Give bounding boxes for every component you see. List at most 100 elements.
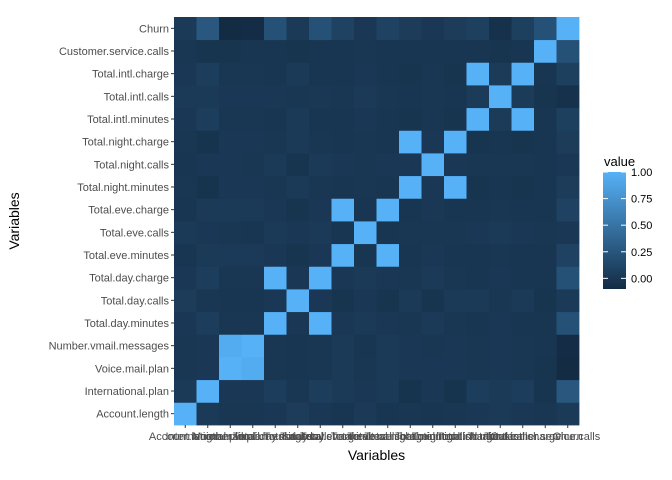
heatmap-tile: [264, 334, 287, 358]
heatmap-tile: [511, 153, 535, 177]
heatmap-tile: [196, 17, 220, 41]
y-tick-label: Total.day.charge: [89, 273, 169, 285]
heatmap-tile: [511, 334, 535, 358]
heatmap-tile: [331, 130, 355, 154]
heatmap-tile: [286, 85, 310, 109]
heatmap-tile: [286, 130, 310, 154]
heatmap-tile: [421, 266, 445, 290]
heatmap-tile: [556, 243, 580, 267]
heatmap-tile: [196, 266, 220, 290]
heatmap-tile: [511, 357, 535, 381]
heatmap-tile: [376, 266, 400, 290]
heatmap-tile: [286, 379, 310, 403]
heatmap-tile: [196, 153, 220, 177]
heatmap-tile: [331, 153, 355, 177]
heatmap-tile: [399, 243, 422, 267]
legend-tick-label: 1.00: [631, 167, 652, 179]
heatmap-tile: [511, 221, 535, 245]
heatmap-tile: [444, 62, 467, 86]
heatmap-tile: [174, 221, 197, 245]
heatmap-tile: [399, 357, 422, 381]
heatmap-tile: [421, 39, 445, 63]
x-tick-label: Churn: [553, 431, 583, 443]
heatmap-tile: [466, 62, 490, 86]
heatmap-tile: [421, 153, 445, 177]
heatmap-tile: [489, 402, 512, 426]
heatmap-tile: [399, 153, 422, 177]
heatmap-tile: [489, 107, 512, 131]
heatmap-tile: [286, 289, 310, 313]
heatmap-tile: [309, 17, 332, 41]
heatmap-tile: [196, 243, 220, 267]
heatmap-tile: [196, 379, 220, 403]
heatmap-tile: [534, 62, 557, 86]
heatmap-tile: [489, 221, 512, 245]
heatmap-tile: [421, 289, 445, 313]
heatmap-tile: [534, 221, 557, 245]
heatmap-tile: [331, 198, 355, 222]
heatmap-tile: [264, 198, 287, 222]
x-tick-label: Total.day.minutes: [233, 431, 318, 443]
heatmap-tile: [466, 379, 490, 403]
heatmap-tile: [534, 17, 557, 41]
heatmap-tile: [556, 153, 580, 177]
heatmap-tile: [376, 357, 400, 381]
y-tick-label: Customer.service.calls: [59, 46, 170, 58]
heatmap-tile: [174, 311, 197, 335]
heatmap-tile: [534, 39, 557, 63]
heatmap-tile: [219, 221, 242, 245]
heatmap-tile: [444, 402, 467, 426]
heatmap-tile: [331, 402, 355, 426]
heatmap-tile: [489, 17, 512, 41]
heatmap-tile: [511, 266, 535, 290]
heatmap-tile: [511, 107, 535, 131]
x-tick-label: International.plan: [166, 431, 250, 443]
heatmap-tile: [399, 379, 422, 403]
heatmap-tile: [511, 175, 535, 199]
heatmap-tile: [466, 17, 490, 41]
heatmap-tile: [376, 334, 400, 358]
heatmap-tile: [309, 153, 332, 177]
heatmap-tile: [219, 130, 242, 154]
heatmap-tile: [511, 402, 535, 426]
heatmap-tile: [399, 221, 422, 245]
heatmap-tile: [241, 17, 265, 41]
heatmap-tile: [376, 17, 400, 41]
heatmap-tile: [556, 198, 580, 222]
heatmap-tile: [354, 311, 377, 335]
heatmap-tile: [309, 379, 332, 403]
heatmap-tile: [241, 289, 265, 313]
heatmap-tile: [556, 357, 580, 381]
heatmap-tile: [466, 243, 490, 267]
heatmap-tile: [196, 62, 220, 86]
heatmap-tile: [196, 289, 220, 313]
heatmap-tile: [241, 85, 265, 109]
heatmap-tile: [174, 402, 197, 426]
heatmap-tile: [556, 107, 580, 131]
heatmap-tile: [331, 175, 355, 199]
heatmap-tile: [511, 130, 535, 154]
heatmap-tile: [534, 243, 557, 267]
heatmap-tile: [556, 266, 580, 290]
heatmap-tile: [331, 379, 355, 403]
heatmap-tile: [354, 357, 377, 381]
heatmap-tile: [376, 62, 400, 86]
heatmap-tile: [376, 289, 400, 313]
heatmap-tile: [331, 266, 355, 290]
heatmap-tile: [219, 85, 242, 109]
heatmap-tile: [174, 289, 197, 313]
heatmap-tile: [489, 175, 512, 199]
heatmap-tile: [534, 311, 557, 335]
heatmap-tile: [421, 198, 445, 222]
heatmap-tile: [286, 243, 310, 267]
y-tick-label: Total.day.minutes: [84, 318, 169, 330]
y-tick-label: Total.eve.charge: [88, 205, 169, 217]
y-tick-label: Account.length: [96, 409, 169, 421]
heatmap-tile: [376, 39, 400, 63]
heatmap-tile: [444, 85, 467, 109]
heatmap-tile: [444, 198, 467, 222]
heatmap-tile: [421, 311, 445, 335]
heatmap-tile: [286, 107, 310, 131]
heatmap-tile: [444, 311, 467, 335]
heatmap-tile: [264, 39, 287, 63]
